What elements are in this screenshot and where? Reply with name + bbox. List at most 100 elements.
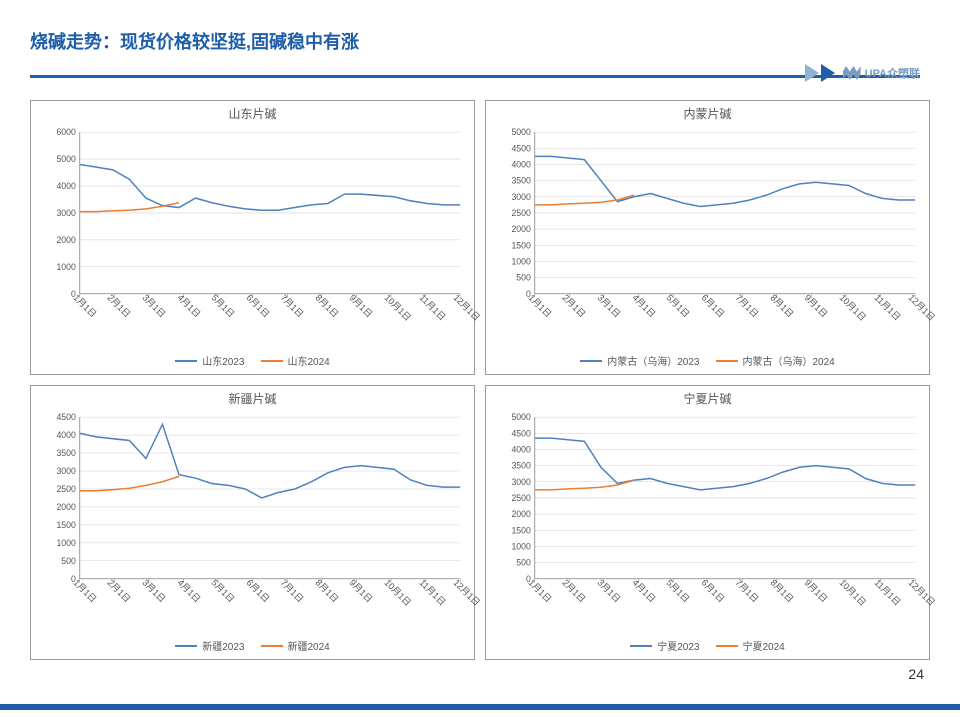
svg-text:500: 500: [516, 272, 531, 282]
x-tick-label: 10月1日: [837, 291, 870, 324]
svg-text:2500: 2500: [56, 484, 75, 494]
svg-text:4500: 4500: [511, 428, 530, 438]
x-tick-label: 1月1日: [526, 291, 555, 320]
chart-panel: 新疆片碱 05001000150020002500300035004000450…: [30, 385, 475, 660]
svg-text:2000: 2000: [56, 235, 75, 245]
svg-text:1000: 1000: [56, 262, 75, 272]
page-title: 烧碱走势：现货价格较坚挺,固碱稳中有涨: [30, 28, 359, 54]
x-tick-label: 9月1日: [802, 576, 831, 605]
x-tick-label: 6月1日: [243, 291, 272, 320]
chart-grid: 山东片碱 0100020003000400050006000 1月1日2月1日3…: [30, 100, 930, 660]
chevron-right-icon: [805, 64, 819, 82]
x-tick-label: 10月1日: [382, 576, 415, 609]
x-tick-label: 8月1日: [313, 291, 342, 320]
x-tick-label: 12月1日: [451, 291, 484, 324]
chart-panel: 宁夏片碱 05001000150020002500300035004000450…: [485, 385, 930, 660]
x-tick-label: 8月1日: [768, 291, 797, 320]
x-tick-label: 3月1日: [140, 576, 169, 605]
chart-panel: 山东片碱 0100020003000400050006000 1月1日2月1日3…: [30, 100, 475, 375]
svg-text:4000: 4000: [511, 444, 530, 454]
svg-text:1500: 1500: [511, 240, 530, 250]
svg-text:4000: 4000: [511, 159, 530, 169]
svg-text:3000: 3000: [511, 192, 530, 202]
x-tick-label: 9月1日: [802, 291, 831, 320]
x-tick-label: 6月1日: [698, 291, 727, 320]
x-tick-label: 7月1日: [733, 291, 762, 320]
chart-plot: 0500100015002000250030003500400045005000…: [486, 407, 929, 636]
x-tick-label: 9月1日: [347, 291, 376, 320]
x-tick-label: 12月1日: [906, 291, 939, 324]
svg-text:2500: 2500: [511, 208, 530, 218]
svg-text:2000: 2000: [511, 224, 530, 234]
chart-plot: 0500100015002000250030003500400045005000…: [486, 122, 929, 351]
x-tick-label: 1月1日: [526, 576, 555, 605]
x-tick-label: 11月1日: [871, 576, 903, 608]
svg-text:500: 500: [61, 556, 76, 566]
chart-legend: 内蒙古（乌海）2023 内蒙古（乌海）2024: [486, 351, 929, 374]
svg-text:1000: 1000: [511, 256, 530, 266]
svg-text:4000: 4000: [56, 181, 75, 191]
x-tick-label: 4月1日: [174, 291, 203, 320]
svg-text:3000: 3000: [56, 466, 75, 476]
svg-text:2500: 2500: [511, 493, 530, 503]
chevron-right-icon: [821, 64, 835, 82]
x-tick-label: 4月1日: [629, 576, 658, 605]
x-tick-label: 6月1日: [243, 576, 272, 605]
page-number: 24: [908, 666, 924, 682]
x-tick-label: 3月1日: [595, 576, 624, 605]
logo: UPA众塑联: [837, 65, 920, 81]
svg-text:1500: 1500: [511, 525, 530, 535]
x-tick-label: 10月1日: [382, 291, 415, 324]
x-tick-label: 2月1日: [560, 291, 589, 320]
footer-rule: [0, 704, 960, 710]
x-tick-label: 5月1日: [209, 291, 238, 320]
x-tick-label: 7月1日: [278, 291, 307, 320]
svg-text:1000: 1000: [511, 541, 530, 551]
x-tick-label: 4月1日: [629, 291, 658, 320]
svg-text:2000: 2000: [511, 509, 530, 519]
svg-text:3500: 3500: [511, 175, 530, 185]
x-tick-label: 1月1日: [71, 291, 100, 320]
chart-plot: 050010001500200025003000350040004500 1月1…: [31, 407, 474, 636]
svg-text:1000: 1000: [56, 538, 75, 548]
x-tick-label: 5月1日: [209, 576, 238, 605]
x-tick-label: 2月1日: [105, 291, 134, 320]
x-tick-label: 5月1日: [664, 291, 693, 320]
chart-legend: 新疆2023 新疆2024: [31, 636, 474, 659]
x-tick-label: 7月1日: [733, 576, 762, 605]
x-tick-label: 5月1日: [664, 576, 693, 605]
chart-title: 宁夏片碱: [486, 386, 929, 407]
x-tick-label: 8月1日: [313, 576, 342, 605]
chart-legend: 山东2023 山东2024: [31, 351, 474, 374]
svg-text:4500: 4500: [56, 412, 75, 422]
chart-panel: 内蒙片碱 05001000150020002500300035004000450…: [485, 100, 930, 375]
x-tick-label: 7月1日: [278, 576, 307, 605]
svg-text:3000: 3000: [56, 208, 75, 218]
x-tick-label: 3月1日: [140, 291, 169, 320]
svg-text:5000: 5000: [511, 412, 530, 422]
chart-title: 山东片碱: [31, 101, 474, 122]
svg-text:2000: 2000: [56, 502, 75, 512]
x-tick-label: 12月1日: [906, 576, 939, 609]
chart-title: 内蒙片碱: [486, 101, 929, 122]
chart-legend: 宁夏2023 宁夏2024: [486, 636, 929, 659]
svg-text:500: 500: [516, 557, 531, 567]
x-tick-label: 11月1日: [871, 291, 903, 323]
x-tick-label: 8月1日: [768, 576, 797, 605]
x-tick-label: 12月1日: [451, 576, 484, 609]
x-tick-label: 4月1日: [174, 576, 203, 605]
svg-text:4000: 4000: [56, 430, 75, 440]
x-tick-label: 9月1日: [347, 576, 376, 605]
svg-text:5000: 5000: [511, 127, 530, 137]
x-tick-label: 11月1日: [416, 576, 448, 608]
chart-title: 新疆片碱: [31, 386, 474, 407]
x-tick-label: 1月1日: [71, 576, 100, 605]
x-tick-label: 11月1日: [416, 291, 448, 323]
x-tick-label: 2月1日: [560, 576, 589, 605]
title-rule: UPA众塑联: [30, 72, 920, 78]
x-tick-label: 6月1日: [698, 576, 727, 605]
svg-text:6000: 6000: [56, 127, 75, 137]
svg-text:1500: 1500: [56, 520, 75, 530]
svg-text:3500: 3500: [511, 460, 530, 470]
x-tick-label: 3月1日: [595, 291, 624, 320]
